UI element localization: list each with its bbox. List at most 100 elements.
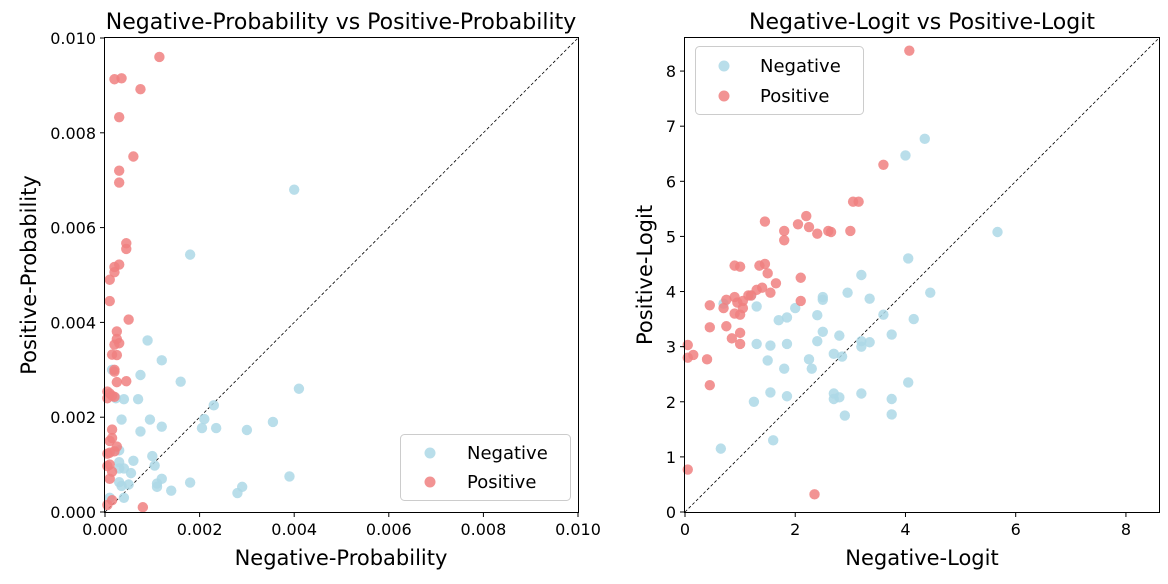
positive-point <box>123 314 134 325</box>
positive-point <box>121 375 132 387</box>
x-tick-label: 0.006 <box>366 520 412 539</box>
x-axis-label: Negative-Probability <box>235 546 448 570</box>
negative-point <box>715 443 727 454</box>
positive-point <box>770 278 782 289</box>
positive-point <box>795 272 806 283</box>
y-tick-label: 4 <box>666 283 676 302</box>
positive-point <box>111 326 123 337</box>
positive-point <box>704 380 715 391</box>
x-axis-label: Negative-Logit <box>845 546 998 570</box>
negative-point <box>900 150 911 161</box>
negative-point <box>125 467 137 479</box>
legend-label-negative: Negative <box>760 56 841 77</box>
negative-point <box>765 340 776 351</box>
legend-label-positive: Positive <box>467 472 536 493</box>
y-tick-label: 7 <box>666 117 676 136</box>
positive-point <box>682 352 693 363</box>
negative-point <box>210 422 222 434</box>
positive-series <box>102 51 165 513</box>
negative-point <box>992 226 1003 238</box>
x-tick-label: 0.000 <box>82 520 128 539</box>
negative-point <box>142 335 153 346</box>
positive-point <box>734 309 746 320</box>
x-tick-label: 0.004 <box>271 520 317 539</box>
positive-point <box>718 302 729 314</box>
positive-point <box>104 473 115 485</box>
positive-point <box>109 266 120 278</box>
legend: Negative Positive <box>400 434 571 501</box>
negative-point <box>144 414 156 425</box>
negative-point <box>817 326 828 337</box>
negative-point <box>118 492 130 503</box>
negative-point <box>149 460 160 471</box>
positive-point <box>904 45 915 56</box>
negative-point <box>812 310 823 321</box>
y-axis-label: Positive-Probability <box>17 175 41 375</box>
probability-scatter-plot: Negative-Probability vs Positive-Probabi… <box>17 10 601 570</box>
negative-point <box>856 341 867 352</box>
y-tick-label: 0.000 <box>50 503 96 522</box>
positive-point <box>754 260 765 271</box>
negative-point <box>199 413 210 425</box>
negative-point <box>118 393 130 405</box>
y-tick-label: 0.008 <box>50 124 96 143</box>
negative-point <box>925 287 936 298</box>
positive-point <box>704 322 715 333</box>
negative-point <box>289 184 300 195</box>
positive-point <box>111 349 123 361</box>
negative-point <box>751 338 762 350</box>
y-tick-label: 1 <box>666 448 676 467</box>
y-tick-label: 0.004 <box>50 313 96 332</box>
negative-point <box>903 253 914 264</box>
negative-point <box>196 422 208 434</box>
positive-point <box>803 221 815 233</box>
y-tick-label: 2 <box>666 393 676 412</box>
negative-point <box>293 383 305 394</box>
plot-frame <box>684 37 1160 513</box>
legend-label-negative: Negative <box>467 443 548 464</box>
negative-point <box>781 312 793 323</box>
positive-point <box>765 287 776 298</box>
negative-point <box>135 426 146 437</box>
negative-point <box>765 387 776 398</box>
y-axis-label: Positive-Logit <box>633 205 657 345</box>
negative-point <box>856 388 867 399</box>
positive-point <box>104 435 115 447</box>
negative-point <box>919 133 930 145</box>
negative-point <box>903 377 914 388</box>
y-tick-label: 0 <box>666 503 676 522</box>
negative-point <box>864 337 875 348</box>
negative-point <box>267 416 279 428</box>
negative-point <box>116 414 127 425</box>
positive-point <box>104 274 115 285</box>
x-tick-label: 2 <box>790 520 800 539</box>
positive-series <box>682 45 915 500</box>
positive-point <box>812 228 823 239</box>
y-tick-label: 5 <box>666 227 676 246</box>
positive-point <box>845 225 856 237</box>
positive-point <box>113 165 125 176</box>
positive-point <box>102 393 113 404</box>
negative-point <box>208 400 219 411</box>
plot-frame <box>104 37 579 513</box>
positive-point <box>109 74 120 85</box>
positive-point <box>734 261 746 272</box>
y-tick-label: 0.006 <box>50 219 96 238</box>
positive-point <box>682 464 693 475</box>
negative-point <box>232 487 243 499</box>
negative-point <box>834 330 845 341</box>
positive-point <box>701 354 713 365</box>
positive-point <box>878 159 889 170</box>
negative-point <box>184 249 196 260</box>
positive-point <box>135 83 146 95</box>
negative-point <box>908 313 919 325</box>
positive-point <box>704 300 715 311</box>
positive-point <box>795 295 806 307</box>
positive-point <box>762 268 773 279</box>
positive-point <box>104 295 115 307</box>
positive-point <box>109 339 120 350</box>
y-tick-label: 6 <box>666 172 676 191</box>
logit-scatter-plot: Negative-Logit vs Positive-Logit 0 2 4 6 8 0… <box>633 10 1160 570</box>
negative-point <box>856 269 867 281</box>
negative-point <box>241 424 253 436</box>
